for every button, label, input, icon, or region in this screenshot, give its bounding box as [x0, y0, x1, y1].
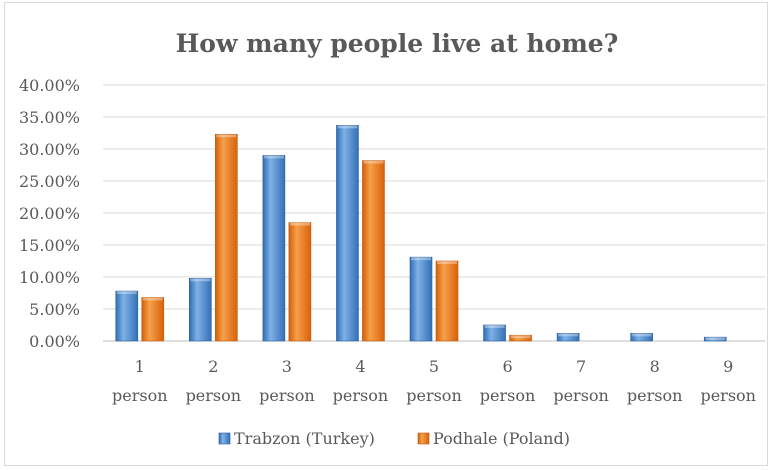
bar	[435, 260, 459, 342]
x-tick-label: 3	[282, 357, 292, 376]
x-tick-label: person	[700, 386, 756, 405]
x-tick-label: person	[553, 386, 609, 405]
bar	[288, 222, 312, 342]
gridlines	[103, 84, 765, 342]
bar	[483, 324, 506, 342]
y-tick-label: 5.00%	[29, 300, 80, 319]
bar	[189, 277, 212, 342]
bar	[362, 160, 385, 342]
bar	[509, 334, 532, 342]
bar	[115, 290, 139, 342]
x-tick-label: 1	[135, 357, 145, 376]
legend-swatch	[218, 432, 231, 445]
legend-item: Trabzon (Turkey)	[218, 429, 375, 448]
x-tick-label: person	[480, 386, 536, 405]
x-tick-label: 4	[355, 357, 365, 376]
x-tick-label: 2	[208, 357, 218, 376]
y-tick-label: 35.00%	[19, 108, 80, 127]
bars	[115, 125, 727, 342]
chart-frame	[4, 2, 768, 466]
x-tick-label: person	[112, 386, 168, 405]
bar	[336, 125, 359, 342]
y-tick-label: 0.00%	[29, 332, 80, 351]
bar	[141, 297, 165, 342]
legend: Trabzon (Turkey) Podhale (Poland)	[218, 429, 570, 448]
x-tick-label: person	[627, 386, 683, 405]
legend-swatch	[417, 432, 430, 445]
x-tick-label: 8	[650, 357, 660, 376]
x-axis: 1 person 2 person 3 person 4 person 5 person 6 pers…	[112, 357, 756, 405]
y-tick-label: 20.00%	[19, 204, 80, 223]
legend-label: Trabzon (Turkey)	[234, 429, 375, 448]
legend-item: Podhale (Poland)	[417, 429, 570, 448]
y-tick-label: 10.00%	[19, 268, 80, 287]
bar	[556, 333, 580, 342]
bar	[630, 333, 653, 342]
x-tick-label: 7	[576, 357, 586, 376]
y-tick-label: 30.00%	[19, 140, 80, 159]
y-axis: 0.00% 5.00% 10.00% 15.00% 20.00% 25.00% 30.00%…	[19, 76, 80, 351]
x-tick-label: 6	[502, 357, 512, 376]
x-tick-label: person	[406, 386, 462, 405]
y-tick-label: 40.00%	[19, 76, 80, 95]
x-tick-label: 5	[429, 357, 439, 376]
bar	[409, 256, 433, 342]
chart-title: How many people live at home?	[176, 29, 619, 58]
bar	[703, 336, 727, 342]
x-tick-label: person	[333, 386, 389, 405]
y-tick-label: 15.00%	[19, 236, 80, 255]
bar	[262, 155, 286, 342]
y-tick-label: 25.00%	[19, 172, 80, 191]
legend-label: Podhale (Poland)	[433, 429, 570, 448]
bar	[215, 133, 238, 342]
x-tick-label: person	[259, 386, 315, 405]
x-tick-label: person	[186, 386, 242, 405]
x-tick-label: 9	[723, 357, 733, 376]
